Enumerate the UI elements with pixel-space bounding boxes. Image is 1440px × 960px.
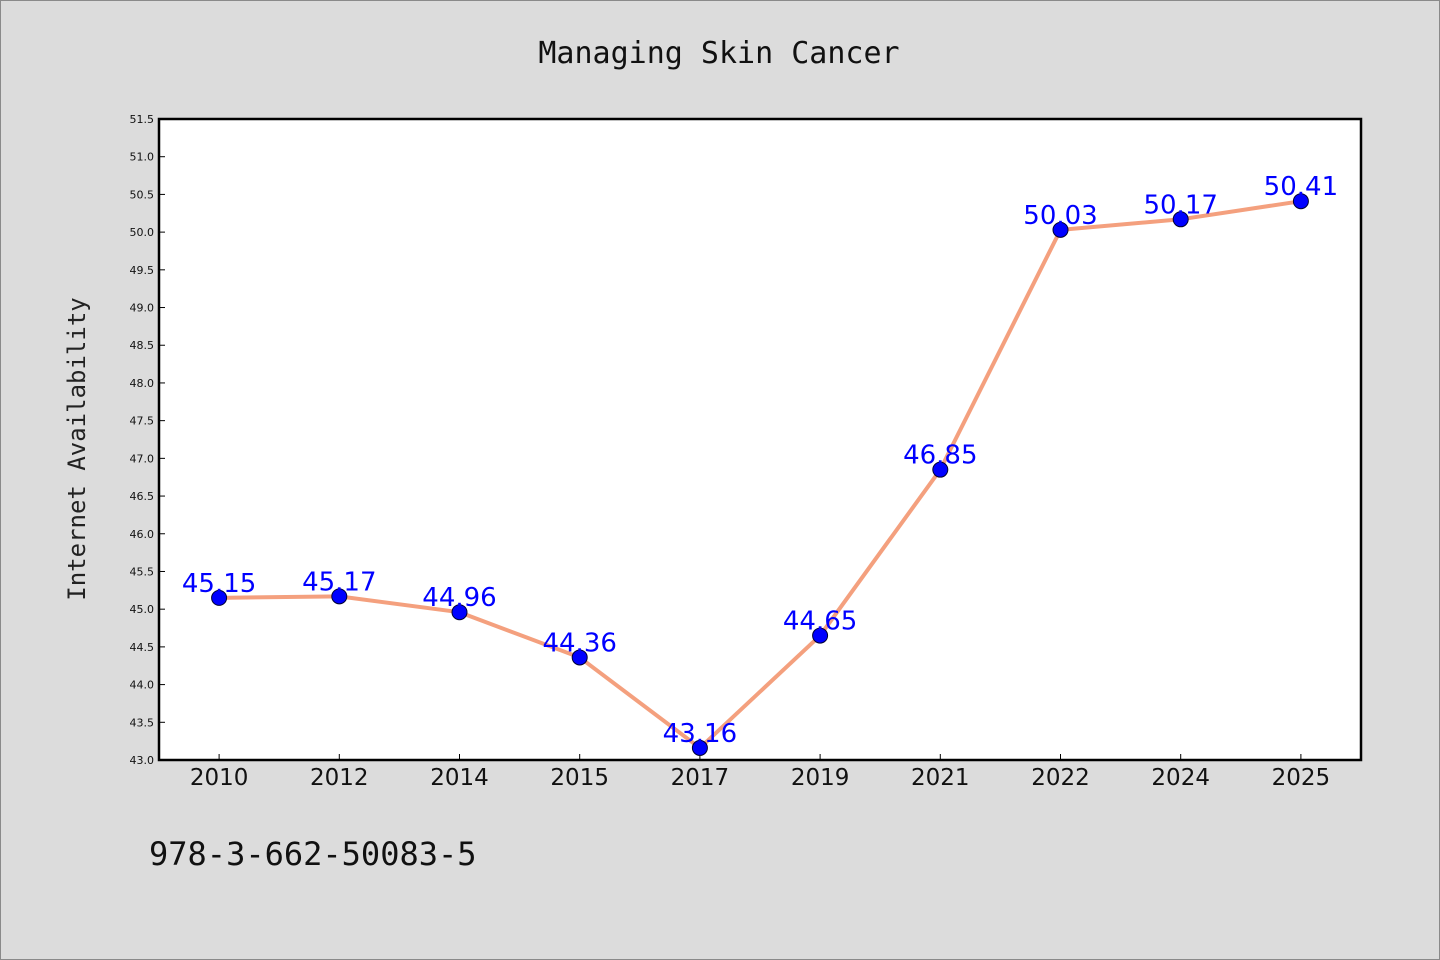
data-point (1052, 221, 1069, 238)
y-tick-label: 49.5 (130, 264, 155, 277)
x-tick-label: 2010 (190, 765, 249, 791)
y-axis-label: Internet Availability (63, 297, 91, 600)
data-point (451, 604, 468, 621)
y-tick-label: 47.0 (130, 452, 155, 465)
data-label: 43.16 (663, 719, 737, 749)
x-tick-label: 2024 (1151, 765, 1210, 791)
data-labels: 45.15 45.17 44.96 44.36 43.16 44.65 46.85 50.03… (182, 172, 1338, 749)
y-axis: 43.0 43.5 44.0 44.5 45.0 45.5 46.0 46.5 47.0 47.5… (130, 113, 165, 767)
x-tick-label: 2019 (791, 765, 850, 791)
y-tick-label: 48.0 (130, 377, 155, 390)
data-point (691, 739, 708, 756)
x-tick-label: 2017 (671, 765, 730, 791)
y-tick-label: 51.0 (130, 151, 155, 164)
y-tick-label: 50.0 (130, 226, 155, 239)
x-axis: 2010 2012 2014 2015 2017 2019 2021 2022 2024 2025 (190, 754, 1330, 791)
isbn-footer: 978-3-662-50083-5 (149, 835, 477, 873)
y-tick-label: 45.5 (130, 565, 155, 578)
y-tick-label: 47.5 (130, 415, 155, 428)
y-tick-label: 45.0 (130, 603, 155, 616)
series-line (217, 199, 1303, 750)
x-tick-label: 2025 (1272, 765, 1331, 791)
data-label: 45.15 (182, 569, 256, 599)
data-label: 50.17 (1143, 190, 1217, 220)
y-tick-label: 46.0 (130, 528, 155, 541)
data-point (812, 627, 829, 644)
data-point (571, 649, 588, 666)
data-label: 50.41 (1264, 172, 1338, 202)
y-tick-label: 46.5 (130, 490, 155, 503)
x-tick-label: 2012 (310, 765, 369, 791)
data-point (331, 588, 348, 605)
y-tick-label: 50.5 (130, 188, 155, 201)
data-point (211, 589, 228, 606)
plot-area (157, 117, 1363, 762)
x-tick-label: 2022 (1031, 765, 1090, 791)
x-tick-label: 2014 (430, 765, 489, 791)
y-tick-label: 43.5 (130, 716, 155, 729)
data-point (1292, 193, 1309, 210)
data-label: 46.85 (903, 441, 977, 471)
data-label: 50.03 (1023, 201, 1097, 231)
series-group (211, 193, 1309, 756)
y-tick-label: 48.5 (130, 339, 155, 352)
data-label: 44.36 (542, 628, 616, 658)
y-tick-label: 44.5 (130, 641, 155, 654)
x-tick-label: 2015 (550, 765, 609, 791)
data-point (932, 461, 949, 478)
data-point (1172, 211, 1189, 228)
y-tick-label: 43.0 (130, 754, 155, 767)
data-label: 44.96 (422, 583, 496, 613)
x-tick-label: 2021 (911, 765, 970, 791)
y-tick-label: 51.5 (130, 113, 155, 126)
y-tick-label: 49.0 (130, 302, 155, 315)
y-tick-label: 44.0 (130, 679, 155, 692)
data-label: 45.17 (302, 567, 376, 597)
chart-title: Managing Skin Cancer (538, 36, 899, 71)
data-label: 44.65 (783, 607, 857, 637)
